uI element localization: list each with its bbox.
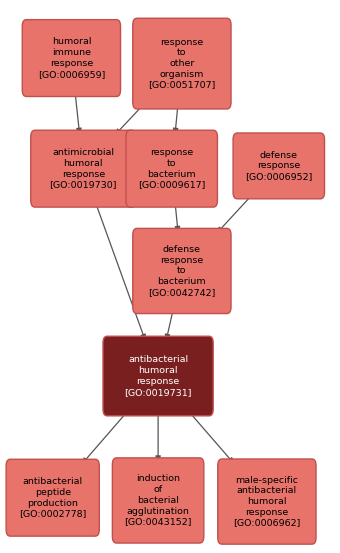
Text: response
to
other
organism
[GO:0051707]: response to other organism [GO:0051707]	[148, 38, 216, 90]
FancyBboxPatch shape	[112, 458, 204, 543]
FancyBboxPatch shape	[22, 19, 121, 96]
Text: defense
response
to
bacterium
[GO:0042742]: defense response to bacterium [GO:004274…	[148, 245, 216, 297]
FancyBboxPatch shape	[6, 459, 99, 536]
Text: antibacterial
peptide
production
[GO:0002778]: antibacterial peptide production [GO:000…	[19, 477, 86, 518]
FancyBboxPatch shape	[218, 459, 316, 544]
FancyBboxPatch shape	[103, 336, 213, 416]
FancyBboxPatch shape	[133, 228, 231, 314]
FancyBboxPatch shape	[233, 133, 325, 199]
Text: male-specific
antibacterial
humoral
response
[GO:0006962]: male-specific antibacterial humoral resp…	[233, 476, 301, 528]
Text: induction
of
bacterial
agglutination
[GO:0043152]: induction of bacterial agglutination [GO…	[124, 474, 192, 526]
FancyBboxPatch shape	[126, 131, 218, 207]
Text: antibacterial
humoral
response
[GO:0019731]: antibacterial humoral response [GO:00197…	[124, 356, 192, 397]
Text: humoral
immune
response
[GO:0006959]: humoral immune response [GO:0006959]	[38, 38, 105, 79]
Text: response
to
bacterium
[GO:0009617]: response to bacterium [GO:0009617]	[138, 148, 205, 189]
FancyBboxPatch shape	[31, 131, 136, 207]
FancyBboxPatch shape	[133, 18, 231, 109]
Text: defense
response
[GO:0006952]: defense response [GO:0006952]	[245, 150, 312, 181]
Text: antimicrobial
humoral
response
[GO:0019730]: antimicrobial humoral response [GO:00197…	[50, 148, 117, 189]
